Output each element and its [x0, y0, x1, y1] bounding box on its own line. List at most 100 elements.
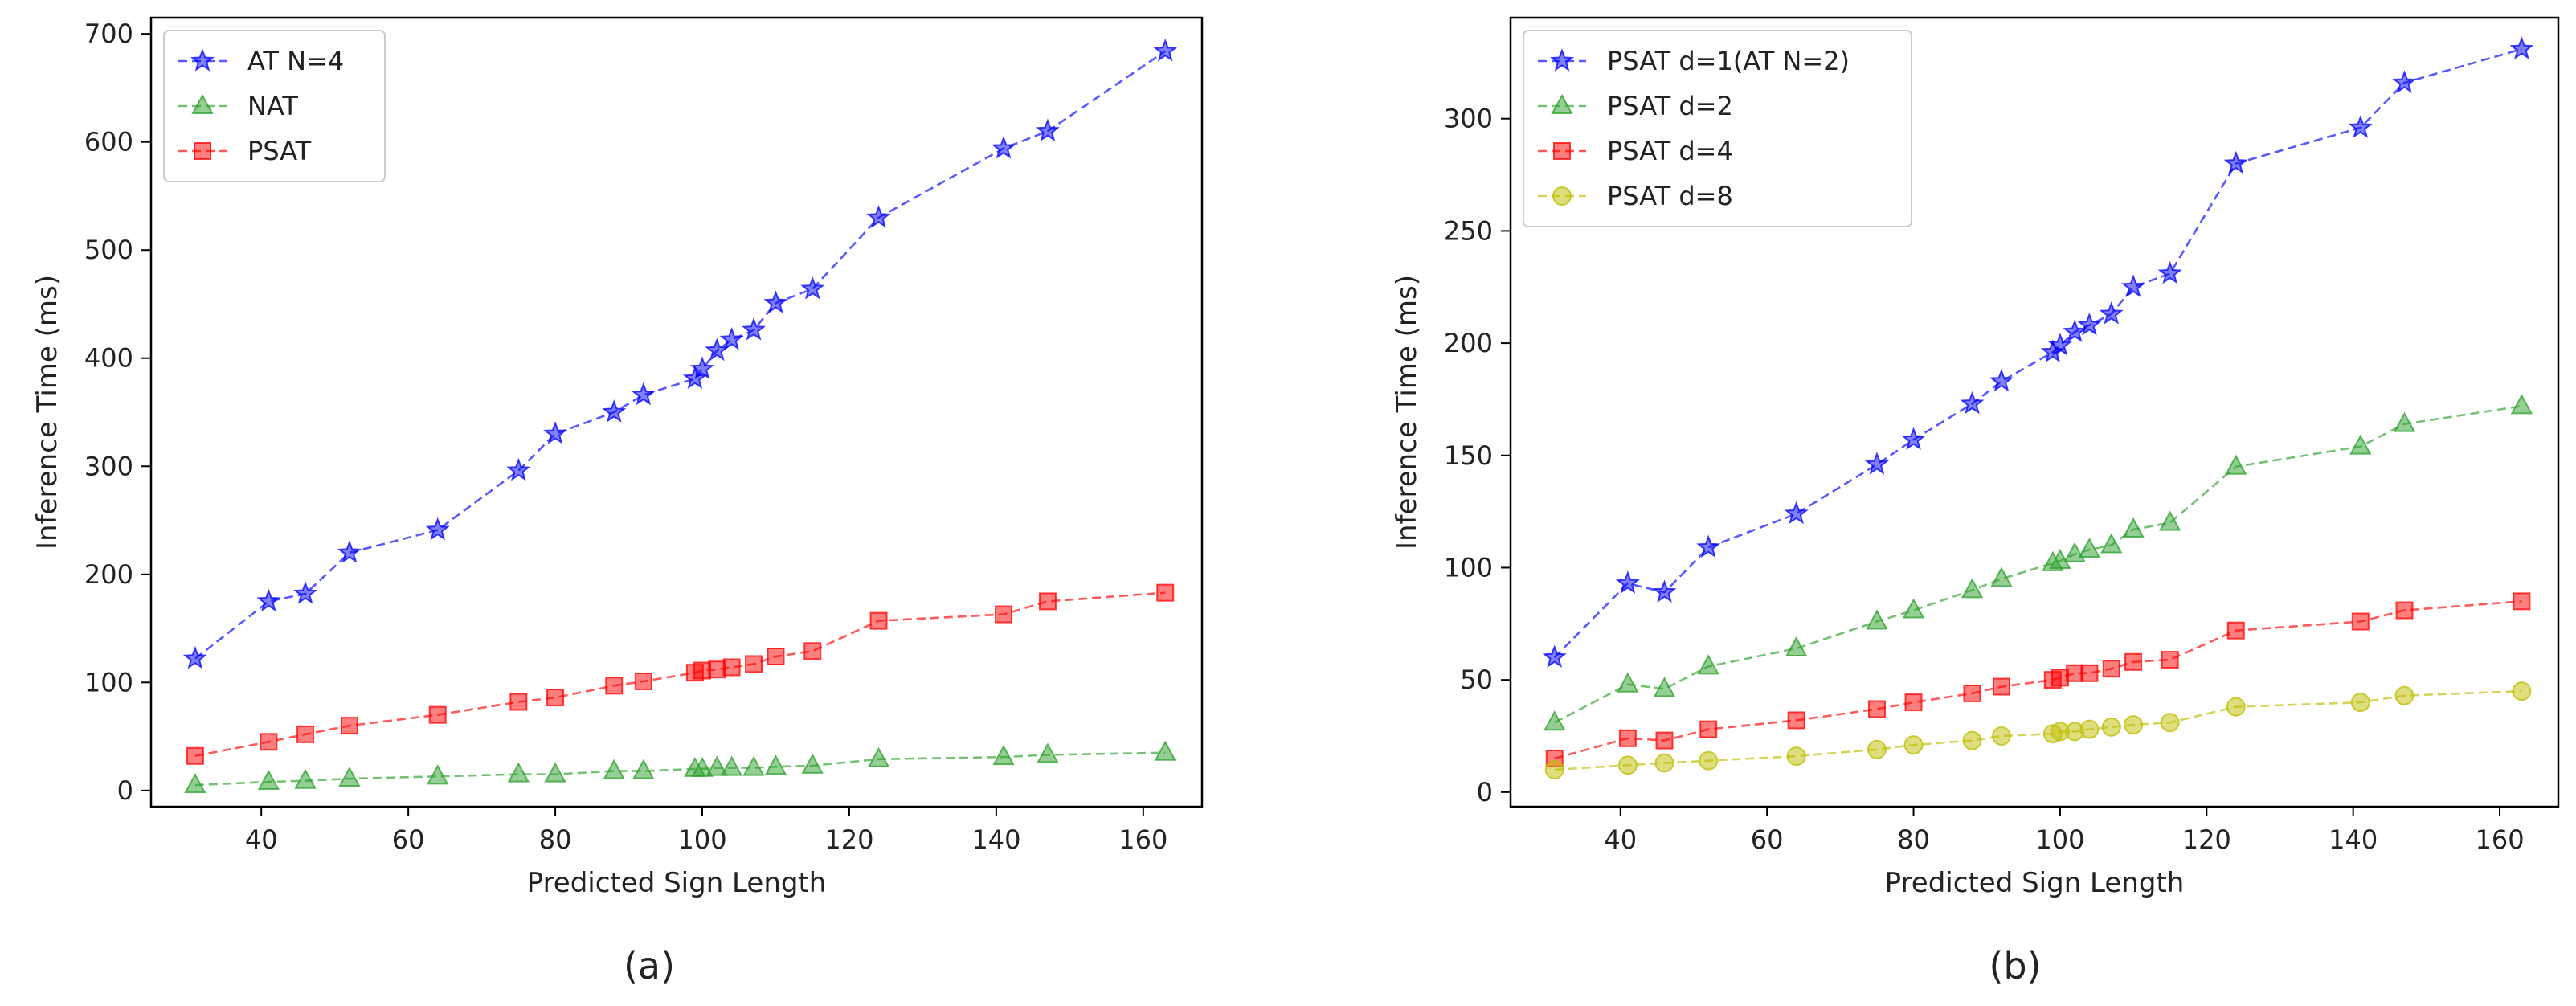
x-tick-label: 120	[824, 824, 873, 855]
data-point	[1654, 753, 1674, 773]
data-point	[1991, 726, 2011, 746]
legend-label: NAT	[247, 91, 298, 121]
x-tick-label: 100	[2035, 824, 2084, 855]
legend-marker	[1549, 48, 1575, 72]
data-point	[1697, 654, 1719, 675]
data-point	[1653, 677, 1676, 697]
data-point	[1544, 759, 1564, 779]
data-point	[705, 755, 728, 776]
data-point	[2124, 715, 2144, 735]
data-point	[340, 717, 358, 735]
data-point	[2100, 533, 2123, 554]
chart-b: 40 60 80 100 120 140 160 0 50 100 150 200 250 300 Pred…	[1391, 16, 2560, 899]
legend: PSAT d=1(AT N=2) PSAT d=2 PSAT d=4 PSAT d=8	[1523, 30, 1912, 227]
data-point	[2351, 612, 2370, 631]
data-point	[2047, 333, 2072, 356]
data-point	[991, 135, 1016, 159]
data-point	[257, 769, 280, 791]
data-point	[1544, 710, 1566, 731]
data-point	[1037, 742, 1059, 763]
data-point	[256, 588, 281, 612]
data-point	[2051, 669, 2069, 687]
series-line	[1554, 689, 2522, 771]
data-point	[2049, 548, 2071, 570]
series-psat-d-8	[1544, 681, 2532, 779]
series-line	[194, 751, 1166, 787]
data-point	[1864, 452, 1890, 475]
y-tick-label: 300	[84, 451, 133, 481]
y-tick-label: 50	[1460, 665, 1493, 695]
data-point	[2121, 274, 2146, 298]
x-tick-label: 160	[1118, 824, 1167, 855]
data-point	[1786, 746, 1806, 767]
y-axis-label: Inference Time (ms)	[1391, 275, 1423, 550]
data-point	[866, 205, 891, 228]
panel-label-b: (b)	[1989, 944, 2041, 988]
data-point	[1617, 672, 1639, 693]
data-point	[2350, 693, 2370, 713]
data-point	[2226, 697, 2246, 717]
y-tick-label: 300	[1444, 104, 1493, 134]
data-point	[602, 399, 627, 423]
y-axis-label: Inference Time (ms)	[31, 275, 63, 550]
series-psat-d-2	[1544, 394, 2533, 731]
x-tick-label: 40	[1604, 824, 1637, 855]
data-point	[2101, 717, 2121, 737]
data-point	[995, 605, 1013, 624]
data-point	[1652, 579, 1677, 603]
data-point	[682, 366, 707, 390]
data-point	[544, 762, 566, 783]
data-point	[1990, 566, 2013, 587]
x-tick-label: 60	[1751, 824, 1784, 855]
data-point	[1699, 720, 1718, 738]
legend-marker	[1551, 93, 1573, 114]
legend-label: PSAT d=8	[1607, 181, 1733, 211]
data-point	[546, 689, 565, 707]
data-point	[2066, 664, 2084, 682]
data-point	[722, 658, 741, 677]
data-point	[2510, 394, 2533, 415]
data-point	[1867, 700, 1886, 718]
chart-a: 40 60 80 100 120 140 160 0 100 200 300 400 500 600 700…	[31, 16, 1204, 899]
legend-marker	[1552, 186, 1572, 206]
series-nat	[184, 740, 1176, 794]
data-point	[1699, 750, 1719, 771]
data-point	[767, 648, 785, 666]
data-point	[294, 768, 317, 789]
legend-marker	[191, 93, 214, 114]
data-point	[509, 693, 528, 711]
data-point	[2122, 517, 2145, 538]
legend-label: PSAT d=2	[1607, 91, 1733, 121]
x-tick-label: 120	[2182, 824, 2231, 855]
x-tick-label: 80	[1897, 824, 1930, 855]
data-point	[992, 745, 1015, 766]
data-point	[1901, 427, 1926, 451]
data-point	[506, 457, 531, 481]
data-point	[2348, 115, 2373, 138]
data-point	[2226, 621, 2245, 640]
data-point	[764, 754, 787, 775]
series-psat	[186, 583, 1175, 765]
data-point	[1961, 578, 1984, 599]
data-point	[1784, 501, 1809, 525]
x-axis-label: Predicted Sign Length	[527, 867, 827, 899]
data-point	[800, 276, 825, 300]
data-point	[632, 759, 655, 779]
data-point	[2078, 538, 2101, 558]
data-point	[708, 660, 726, 679]
y-tick-label: 100	[1444, 552, 1493, 583]
x-tick-label: 160	[2476, 824, 2525, 855]
data-point	[1902, 598, 1925, 619]
legend-marker	[1553, 142, 1571, 160]
legend-label: PSAT d=4	[1607, 136, 1733, 166]
data-point	[803, 642, 822, 660]
data-point	[1785, 636, 1808, 657]
data-point	[2157, 260, 2182, 284]
data-point	[1542, 644, 1567, 669]
data-point	[691, 756, 714, 777]
data-point	[2395, 601, 2414, 620]
legend-marker	[194, 142, 211, 160]
x-axis-label: Predicted Sign Length	[1885, 867, 2185, 899]
x-tick-label: 40	[245, 824, 278, 855]
data-point	[425, 517, 450, 541]
